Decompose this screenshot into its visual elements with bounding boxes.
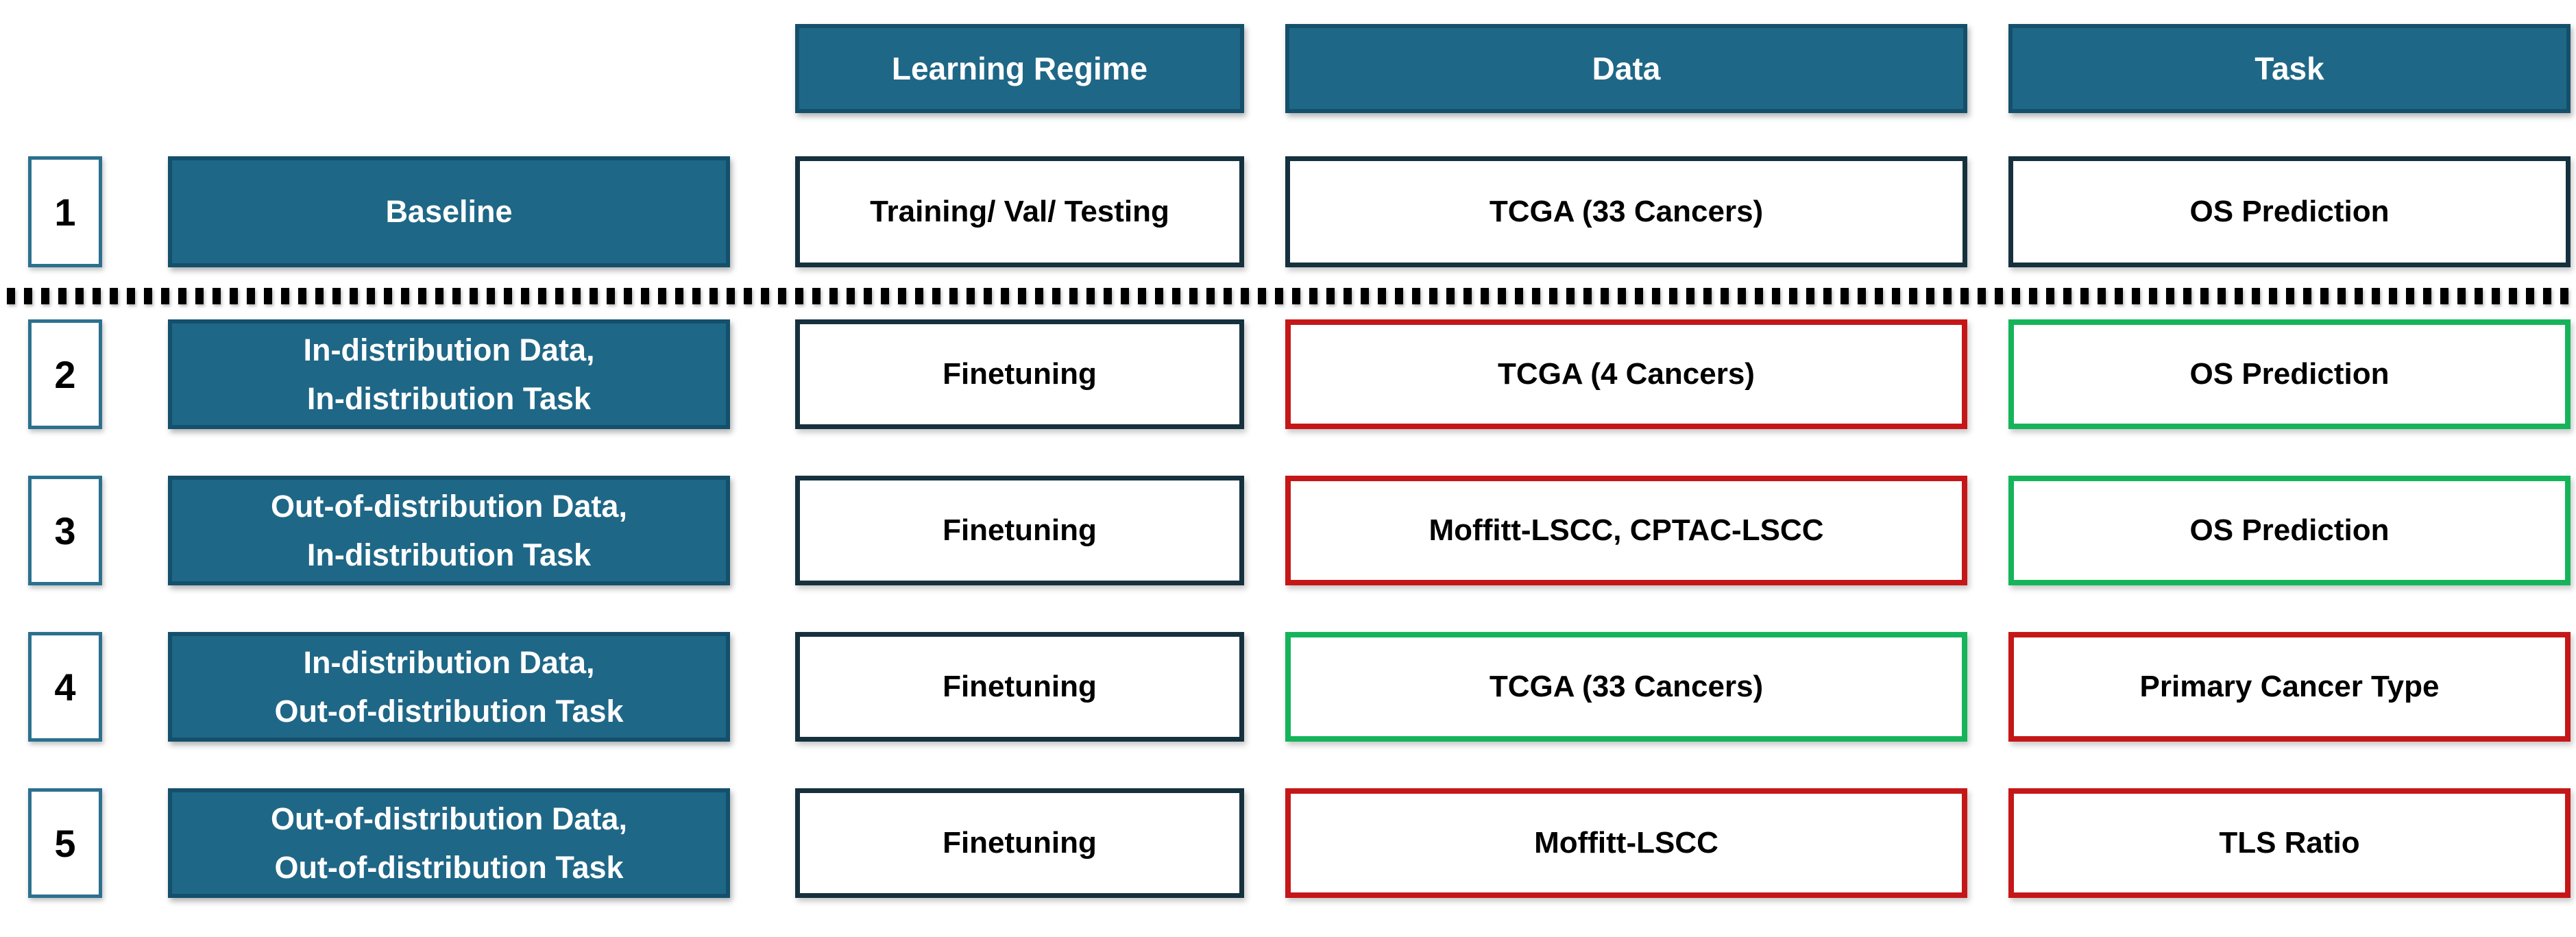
task-cell: OS Prediction (2008, 319, 2571, 429)
data-cell: TCGA (4 Cancers) (1285, 319, 1967, 429)
row-number: 2 (28, 319, 102, 429)
column-header-task: Task (2008, 24, 2571, 113)
learning-regime-cell: Finetuning (795, 788, 1244, 898)
task-cell: OS Prediction (2008, 476, 2571, 585)
data-cell: Moffitt-LSCC (1285, 788, 1967, 898)
column-header-learning-regime: Learning Regime (795, 24, 1244, 113)
data-cell: TCGA (33 Cancers) (1285, 156, 1967, 267)
row-label: In-distribution Data, Out-of-distributio… (168, 632, 730, 742)
task-cell: OS Prediction (2008, 156, 2571, 267)
row-label: Out-of-distribution Data, Out-of-distrib… (168, 788, 730, 898)
data-cell: TCGA (33 Cancers) (1285, 632, 1967, 742)
row-number: 5 (28, 788, 102, 898)
baseline-separator-dashed-line (7, 288, 2569, 304)
row-number: 4 (28, 632, 102, 742)
row-number: 3 (28, 476, 102, 585)
learning-regime-cell: Finetuning (795, 319, 1244, 429)
row-label: Out-of-distribution Data, In-distributio… (168, 476, 730, 585)
row-label: In-distribution Data, In-distribution Ta… (168, 319, 730, 429)
row-number: 1 (28, 156, 102, 267)
column-header-data: Data (1285, 24, 1967, 113)
task-cell: TLS Ratio (2008, 788, 2571, 898)
learning-regime-cell: Finetuning (795, 476, 1244, 585)
learning-regime-cell: Training/ Val/ Testing (795, 156, 1244, 267)
data-cell: Moffitt-LSCC, CPTAC-LSCC (1285, 476, 1967, 585)
learning-regime-cell: Finetuning (795, 632, 1244, 742)
task-cell: Primary Cancer Type (2008, 632, 2571, 742)
row-label: Baseline (168, 156, 730, 267)
